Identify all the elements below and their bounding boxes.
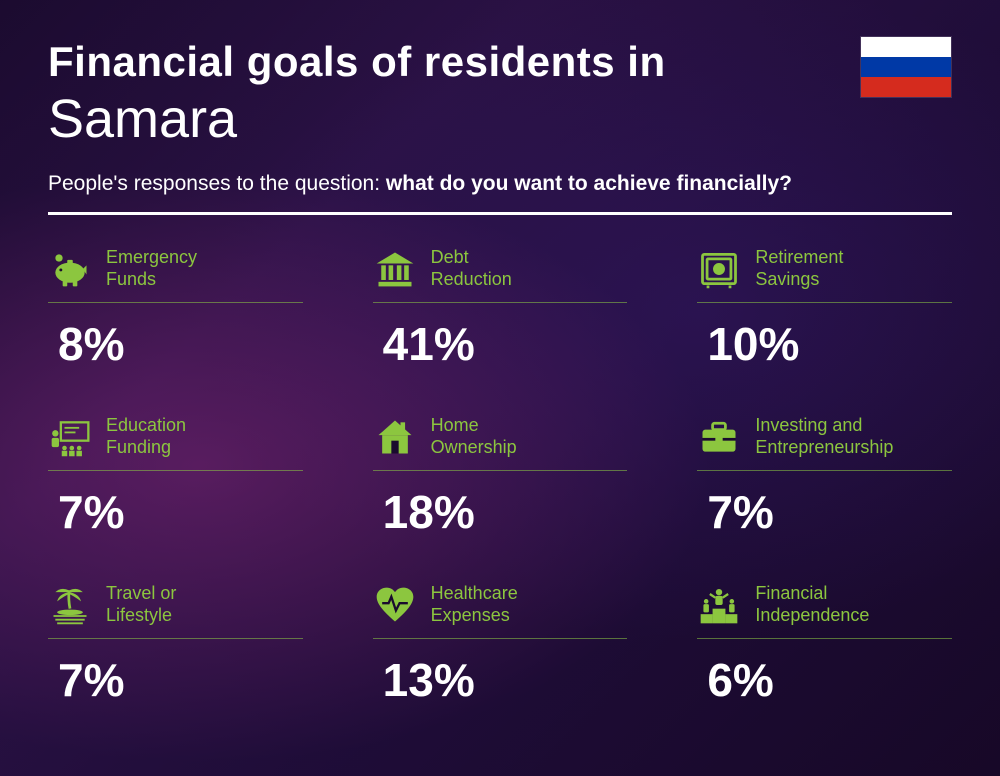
stat-label-l2: Savings [755, 269, 843, 291]
education-icon [48, 415, 92, 459]
flag-stripe-2 [861, 57, 951, 77]
stat-value: 8% [48, 317, 303, 371]
stat-head: Investing and Entrepreneurship [697, 413, 952, 471]
stat-item: Emergency Funds 8% [48, 245, 303, 371]
stat-label-l2: Reduction [431, 269, 512, 291]
subtitle: People's responses to the question: what… [48, 172, 952, 196]
stat-value: 6% [697, 653, 952, 707]
stat-head: Debt Reduction [373, 245, 628, 303]
safe-icon [697, 247, 741, 291]
stat-value: 10% [697, 317, 952, 371]
stat-label-l1: Healthcare [431, 583, 518, 605]
stat-label: Emergency Funds [106, 247, 197, 290]
stat-head: Retirement Savings [697, 245, 952, 303]
page-title-line2: Samara [48, 88, 952, 150]
stat-item: Retirement Savings 10% [697, 245, 952, 371]
piggy-bank-icon [48, 247, 92, 291]
stat-label: Investing and Entrepreneurship [755, 415, 893, 458]
stat-label-l2: Entrepreneurship [755, 437, 893, 459]
stat-value: 7% [48, 485, 303, 539]
podium-icon [697, 583, 741, 627]
stat-value: 7% [697, 485, 952, 539]
stats-grid: Emergency Funds 8% Debt Reduction 41% Re… [48, 245, 952, 707]
stat-item: Financial Independence 6% [697, 581, 952, 707]
stat-label-l1: Debt [431, 247, 512, 269]
stat-label: Retirement Savings [755, 247, 843, 290]
subtitle-prefix: People's responses to the question: [48, 172, 386, 195]
stat-label-l1: Retirement [755, 247, 843, 269]
house-icon [373, 415, 417, 459]
flag-stripe-1 [861, 37, 951, 57]
stat-label: Debt Reduction [431, 247, 512, 290]
stat-label: Education Funding [106, 415, 186, 458]
briefcase-icon [697, 415, 741, 459]
stat-label-l1: Financial [755, 583, 869, 605]
stat-head: Financial Independence [697, 581, 952, 639]
stat-head: Travel or Lifestyle [48, 581, 303, 639]
stat-item: Travel or Lifestyle 7% [48, 581, 303, 707]
stat-label: Travel or Lifestyle [106, 583, 176, 626]
flag-stripe-3 [861, 77, 951, 97]
flag [860, 36, 952, 98]
stat-label-l2: Funds [106, 269, 197, 291]
stat-label-l2: Ownership [431, 437, 517, 459]
stat-value: 13% [373, 653, 628, 707]
page-title-line1: Financial goals of residents in [48, 38, 952, 86]
stat-item: Education Funding 7% [48, 413, 303, 539]
stat-head: Home Ownership [373, 413, 628, 471]
stat-value: 41% [373, 317, 628, 371]
stat-label: Financial Independence [755, 583, 869, 626]
stat-label-l2: Funding [106, 437, 186, 459]
stat-label-l1: Travel or [106, 583, 176, 605]
stat-label-l1: Education [106, 415, 186, 437]
stat-value: 7% [48, 653, 303, 707]
stat-item: Investing and Entrepreneurship 7% [697, 413, 952, 539]
stat-label: Home Ownership [431, 415, 517, 458]
stat-label: Healthcare Expenses [431, 583, 518, 626]
stat-label-l2: Independence [755, 605, 869, 627]
stat-head: Education Funding [48, 413, 303, 471]
stat-head: Emergency Funds [48, 245, 303, 303]
heart-icon [373, 583, 417, 627]
stat-label-l1: Home [431, 415, 517, 437]
stat-label-l1: Emergency [106, 247, 197, 269]
stat-label-l1: Investing and [755, 415, 893, 437]
divider [48, 212, 952, 215]
stat-label-l2: Lifestyle [106, 605, 176, 627]
stat-item: Healthcare Expenses 13% [373, 581, 628, 707]
bank-icon [373, 247, 417, 291]
stat-value: 18% [373, 485, 628, 539]
stat-item: Home Ownership 18% [373, 413, 628, 539]
stat-item: Debt Reduction 41% [373, 245, 628, 371]
stat-head: Healthcare Expenses [373, 581, 628, 639]
palm-icon [48, 583, 92, 627]
stat-label-l2: Expenses [431, 605, 518, 627]
subtitle-bold: what do you want to achieve financially? [386, 172, 792, 195]
